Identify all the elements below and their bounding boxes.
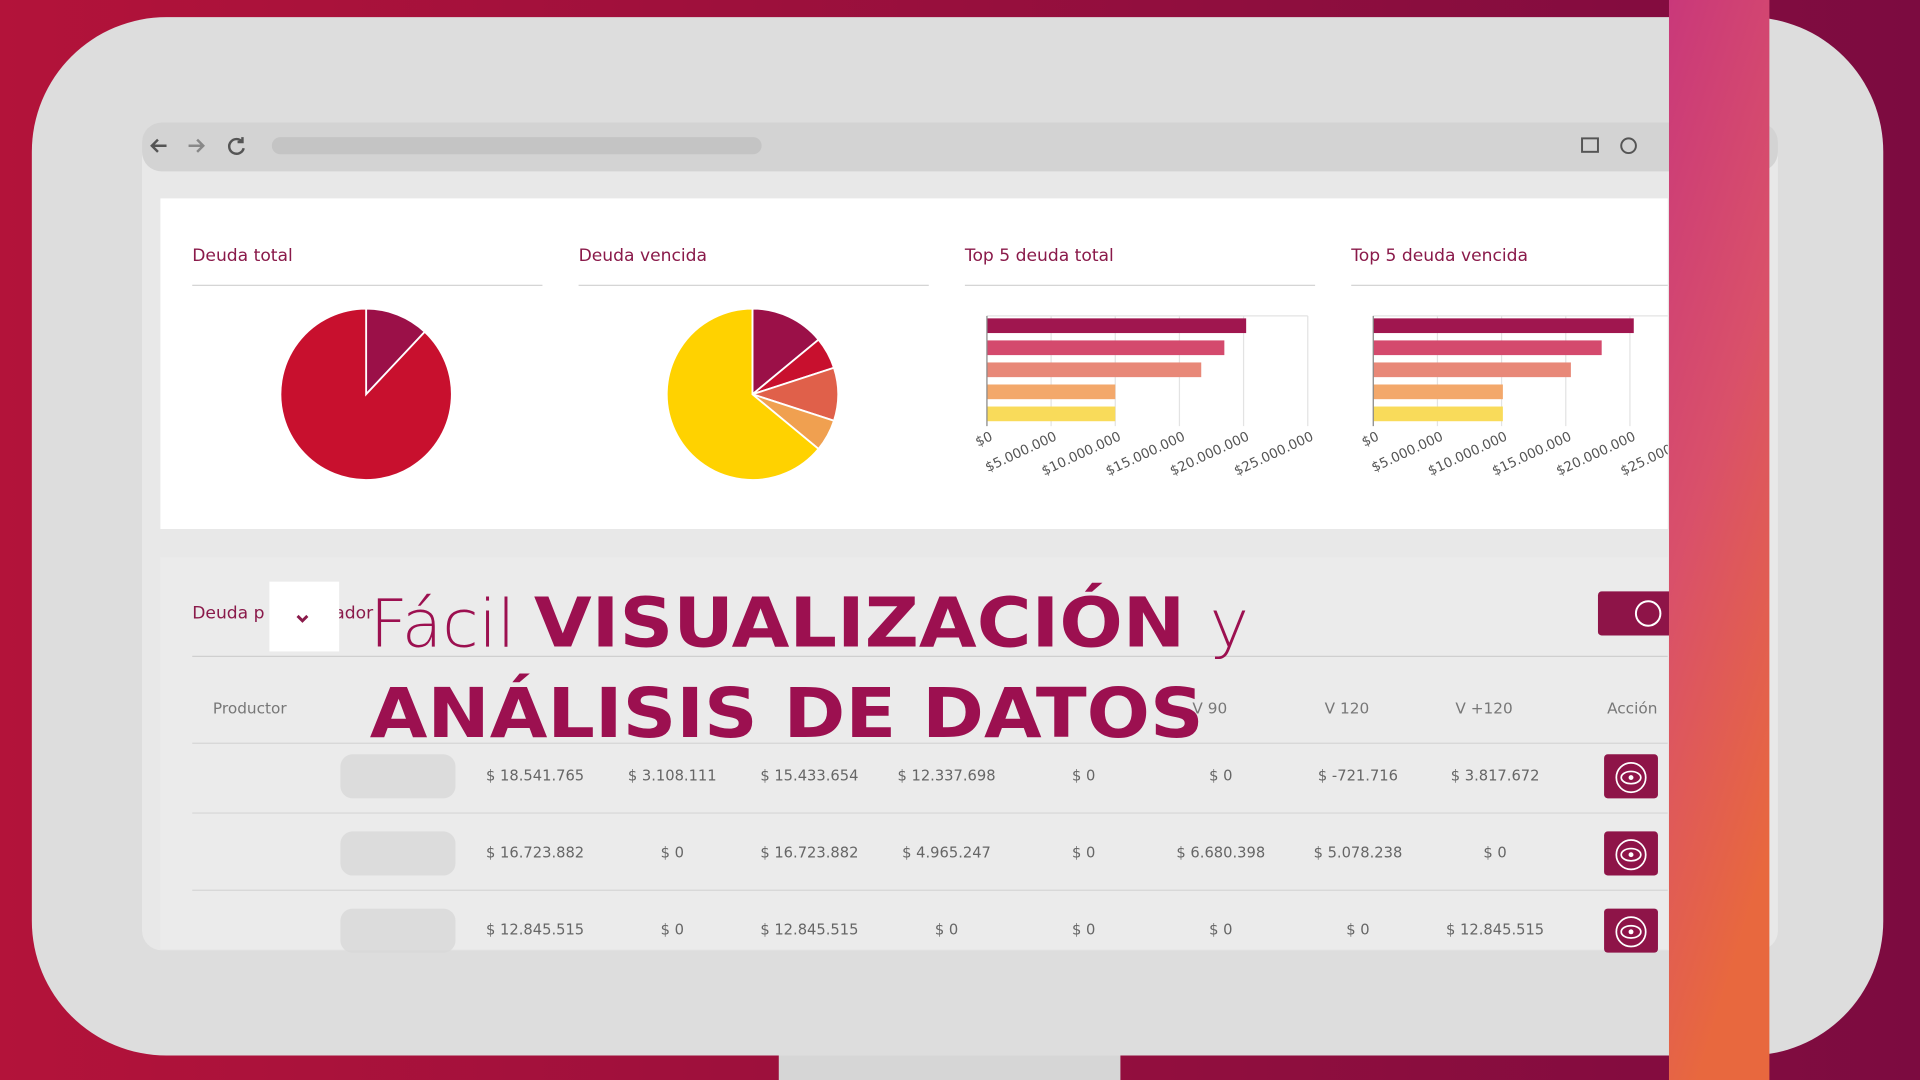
filter-label: ador xyxy=(334,603,374,623)
view-icon xyxy=(1615,762,1647,794)
view-icon xyxy=(1615,839,1647,871)
bar xyxy=(1373,318,1634,334)
table-cell: $ 12.845.515 xyxy=(486,922,584,939)
table-cell: $ 3.108.111 xyxy=(628,767,717,784)
card-title: Deuda total xyxy=(192,246,293,266)
blurred-name xyxy=(340,908,456,953)
view-button[interactable] xyxy=(1604,831,1658,876)
view-icon xyxy=(1620,770,1642,785)
pie-slice xyxy=(751,307,820,397)
browser-nav xyxy=(150,137,245,155)
view-icon xyxy=(1620,847,1642,862)
table: Deuda p ador Productor V 90 V 120 V +120 Acc… xyxy=(192,581,1674,953)
chart-card: Deuda vencida xyxy=(579,246,929,481)
export-icon xyxy=(1634,600,1662,627)
bar xyxy=(986,384,1116,400)
view-icon xyxy=(1628,929,1634,935)
table-cell: $ 0 xyxy=(1072,767,1095,784)
table-cell: $ 12.845.515 xyxy=(1446,922,1544,939)
bar xyxy=(1373,384,1503,400)
column-header: V 90 xyxy=(1192,699,1227,717)
overlay-light: Fácil xyxy=(370,586,516,663)
x-tick-label: $0 xyxy=(973,430,995,451)
table-cell: $ 16.723.882 xyxy=(760,844,858,861)
card-title: Top 5 deuda vencida xyxy=(1350,246,1528,266)
table-cell: $ 0 xyxy=(1209,922,1232,939)
column-header: V 120 xyxy=(1325,699,1370,717)
overlay-line2: ANÁLISIS DE DATOS xyxy=(370,672,1204,754)
filter-label: Deuda p xyxy=(192,603,264,623)
table-panel xyxy=(160,557,1668,949)
table-cell: $ 3.817.672 xyxy=(1451,767,1540,784)
address-bar[interactable] xyxy=(271,137,762,155)
table-cell: $ 0 xyxy=(1346,922,1369,939)
table-cell: $ 0 xyxy=(1072,922,1095,939)
table-cell: $ 16.723.882 xyxy=(486,844,584,861)
view-icon xyxy=(1620,924,1642,939)
table-cell: $ 12.845.515 xyxy=(760,922,858,939)
bar xyxy=(986,362,1202,378)
view-button[interactable] xyxy=(1604,908,1658,953)
table-cell: $ 4.965.247 xyxy=(902,844,991,861)
blurred-name xyxy=(340,754,456,799)
table-cell: $ 5.078.238 xyxy=(1314,844,1403,861)
accent-strip xyxy=(1668,0,1770,1080)
back-button[interactable] xyxy=(150,138,167,153)
view-icon xyxy=(1615,916,1647,948)
pie-slice xyxy=(665,307,820,481)
browser-icons xyxy=(1581,137,1637,155)
overlay-end: y xyxy=(1210,586,1249,663)
table-cell: $ -721.716 xyxy=(1318,767,1398,784)
bar xyxy=(986,318,1247,334)
bar xyxy=(1373,406,1503,422)
table-cell: $ 18.541.765 xyxy=(486,767,584,784)
reload-button[interactable] xyxy=(228,137,245,155)
table-cell: $ 0 xyxy=(1209,767,1232,784)
column-header: Productor xyxy=(213,699,287,717)
table-cell: $ 0 xyxy=(661,922,684,939)
view-icon xyxy=(1628,852,1634,858)
view-icon xyxy=(1628,775,1634,780)
column-header: Acción xyxy=(1607,699,1657,717)
filter-dropdown[interactable] xyxy=(269,581,340,652)
browser-icon[interactable] xyxy=(1620,137,1637,155)
forward-button[interactable] xyxy=(188,138,205,153)
table-cell: $ 15.433.654 xyxy=(760,767,858,784)
bar xyxy=(1373,362,1571,378)
x-tick-label: $0 xyxy=(1360,430,1382,451)
column-header: V +120 xyxy=(1455,699,1512,717)
chart-card: Deuda total xyxy=(192,246,543,481)
table-cell: $ 0 xyxy=(1072,844,1095,861)
blurred-name xyxy=(340,831,456,876)
overlay-bold: VISUALIZACIÓN xyxy=(534,582,1185,664)
table-cell: $ 0 xyxy=(1483,844,1506,861)
table-cell: $ 0 xyxy=(661,844,684,861)
bar xyxy=(986,340,1225,356)
dropdown-chevron xyxy=(296,614,309,623)
overlay-text: Fácil VISUALIZACIÓN y ANÁLISIS DE DATOS xyxy=(370,582,1249,755)
table-cell: $ 0 xyxy=(935,922,958,939)
bar xyxy=(986,406,1116,422)
table-cell: $ 12.337.698 xyxy=(897,767,995,784)
view-button[interactable] xyxy=(1604,754,1658,799)
card-title: Deuda vencida xyxy=(579,246,707,266)
bar xyxy=(1373,340,1602,356)
browser-icon[interactable] xyxy=(1581,137,1599,153)
browser-toolbar xyxy=(142,122,1778,172)
table-cell: $ 6.680.398 xyxy=(1176,844,1265,861)
card-title: Top 5 deuda total xyxy=(964,246,1114,266)
pie-slice xyxy=(365,307,427,397)
pie-slice xyxy=(279,307,453,481)
